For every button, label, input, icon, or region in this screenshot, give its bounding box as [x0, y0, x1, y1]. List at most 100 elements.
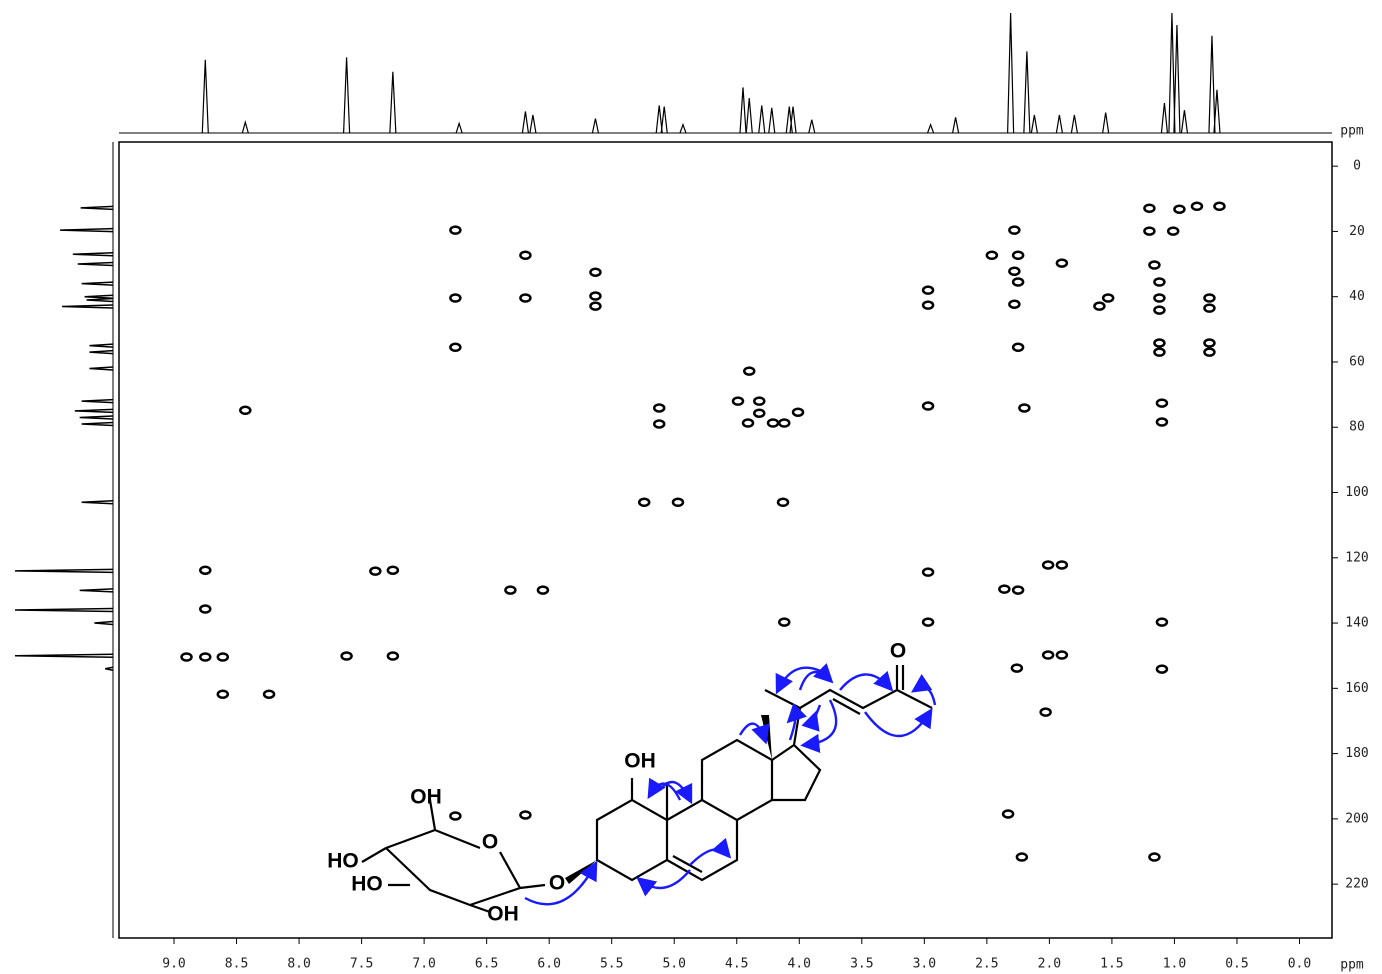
top-projection-peak — [201, 59, 209, 134]
cross-peak — [921, 300, 935, 310]
cross-peak — [921, 285, 935, 295]
y-tick-label: 0 — [1353, 159, 1361, 174]
cross-peak — [1173, 204, 1186, 214]
x-tick-label: 8.0 — [287, 957, 310, 972]
cross-peak — [369, 566, 382, 576]
cross-peak — [1055, 560, 1069, 570]
y-tick-label: 120 — [1345, 550, 1368, 565]
cross-peak — [1041, 560, 1055, 570]
x-tick-label: 7.0 — [412, 957, 435, 972]
top-projection-peak — [389, 71, 397, 134]
cross-peak — [753, 408, 766, 418]
x-tick-label: 0.5 — [1225, 957, 1248, 972]
left-projection-peak — [89, 366, 114, 371]
top-projection-peak — [1102, 112, 1110, 134]
top-projection-peak — [927, 122, 935, 134]
cross-peak — [998, 584, 1011, 594]
cross-peak — [386, 651, 400, 661]
cross-peak — [1155, 664, 1169, 674]
x-tick-label: 4.0 — [788, 957, 811, 972]
cross-peak — [519, 250, 532, 260]
x-tick-label: 6.0 — [537, 957, 560, 972]
cross-peak — [340, 651, 353, 661]
cross-peak — [1001, 809, 1015, 819]
cross-peak — [753, 396, 766, 406]
cross-peak — [589, 291, 602, 301]
y-tick-label: 100 — [1345, 485, 1368, 500]
cross-peak — [262, 689, 276, 699]
y-tick-label: 80 — [1349, 420, 1365, 435]
cross-peak — [743, 366, 756, 376]
cross-peak — [199, 565, 212, 575]
cross-peak — [671, 497, 685, 508]
cross-peak — [449, 342, 462, 353]
cross-peak — [1011, 250, 1025, 260]
cross-peak — [778, 418, 791, 428]
structure-label: OH — [624, 750, 656, 773]
x-tick-label: 3.0 — [913, 957, 936, 972]
cross-peak — [921, 401, 935, 411]
left-projection-peak — [105, 666, 114, 671]
y-tick-label: 200 — [1345, 811, 1368, 826]
cross-peak — [776, 497, 790, 508]
cross-peak — [921, 617, 935, 627]
y-tick-label: 220 — [1345, 877, 1368, 892]
cross-peak — [1093, 301, 1106, 311]
cross-peak — [1213, 201, 1226, 212]
top-projection-peak — [1173, 24, 1181, 134]
left-projection-peak — [80, 205, 114, 211]
cross-peak — [1008, 299, 1021, 309]
cross-peak — [1166, 226, 1180, 236]
x-tick-label: 8.5 — [225, 957, 248, 972]
left-projection-peak — [86, 297, 114, 303]
cross-peak — [1101, 293, 1115, 303]
cross-peak — [519, 293, 532, 303]
cross-peak — [1055, 650, 1069, 660]
top-projection-peak — [1180, 110, 1189, 134]
top-projection-peak — [808, 119, 816, 134]
y-tick-label: 40 — [1349, 289, 1365, 304]
structure-label: O — [482, 831, 498, 854]
y-tick-label: 160 — [1345, 681, 1368, 696]
cross-peak — [449, 293, 462, 303]
left-projection-peak — [14, 653, 114, 658]
left-projection-peak — [94, 620, 114, 626]
cross-peak — [1203, 293, 1216, 303]
y-axis-label: ppm — [1340, 124, 1364, 139]
cross-peak — [1153, 338, 1166, 348]
left-projection-peak — [89, 349, 114, 355]
cross-peak — [1015, 852, 1029, 862]
structure-label: O — [890, 640, 906, 663]
x-tick-label: 0.0 — [1288, 957, 1311, 972]
y-tick-label: 20 — [1349, 224, 1365, 239]
top-projection-peak — [1208, 35, 1216, 134]
top-projection-peak — [1023, 51, 1031, 134]
top-projection-peak — [1030, 114, 1038, 134]
left-projection-peak — [79, 588, 114, 593]
cross-peak — [1148, 852, 1161, 862]
cross-peak — [1155, 617, 1169, 627]
x-tick-label: 9.0 — [162, 957, 185, 972]
cross-peak — [1153, 293, 1166, 303]
left-projection-peak — [14, 607, 114, 613]
top-projection-peak — [660, 106, 668, 134]
cross-peak — [199, 652, 212, 662]
left-projection-peak — [60, 227, 114, 233]
left-projection-peak — [81, 281, 114, 286]
cross-peak — [778, 617, 791, 627]
cross-peak — [386, 565, 400, 575]
cross-peak — [504, 585, 517, 595]
top-projection-peak — [241, 119, 249, 134]
cross-peak — [1153, 305, 1166, 315]
top-projection-peak — [342, 57, 351, 134]
x-tick-label: 1.0 — [1163, 957, 1186, 972]
structure-label: HO — [351, 873, 383, 896]
left-projection-peak — [81, 500, 114, 505]
top-projection-peak — [679, 122, 687, 134]
cross-peak — [652, 403, 666, 413]
cross-peak — [1011, 585, 1025, 595]
top-projection-peak — [1160, 102, 1169, 134]
cross-peak — [1190, 201, 1204, 212]
top-projection-peak — [758, 105, 766, 134]
